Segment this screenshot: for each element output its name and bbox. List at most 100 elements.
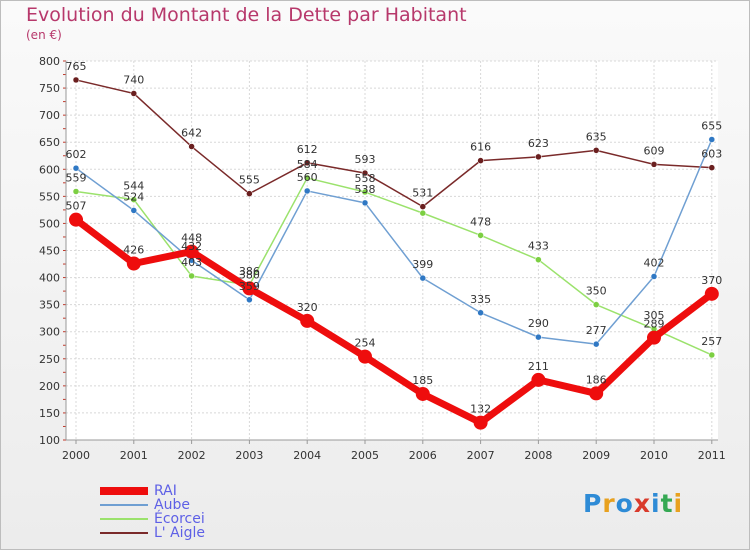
- data-label-rai: 370: [701, 274, 722, 287]
- data-label-aube: 432: [181, 240, 202, 253]
- data-label-l-aigle: 612: [297, 143, 318, 156]
- data-label-l-aigle: 642: [181, 127, 202, 140]
- legend-swatch-ecorcei: [100, 518, 148, 520]
- data-label-aube: 399: [412, 258, 433, 271]
- data-point-corcei: [361, 188, 369, 196]
- logo-letter: x: [633, 489, 651, 518]
- y-tick-label: 350: [39, 299, 60, 312]
- data-point-corcei: [592, 301, 600, 308]
- data-label-aube: 335: [470, 293, 491, 306]
- data-label-rai: 289: [644, 318, 665, 331]
- series-line-l-aigle: [75, 79, 713, 208]
- legend-label-l-aigle: L' Aigle: [154, 525, 205, 541]
- data-label-corcei: 433: [528, 240, 549, 253]
- data-point-corcei: [303, 174, 311, 182]
- data-point-l-aigle: [130, 90, 138, 97]
- data-point-rai: [358, 349, 372, 364]
- data-label-aube: 538: [355, 183, 376, 196]
- legend-label-ecorcei: Écorcei: [154, 511, 205, 527]
- logo-letter: i: [673, 489, 684, 518]
- data-label-l-aigle: 603: [701, 148, 722, 161]
- data-label-corcei: 403: [181, 256, 202, 269]
- series-line-rai: [72, 216, 716, 427]
- data-label-l-aigle: 555: [239, 174, 260, 187]
- data-label-rai: 185: [412, 374, 433, 387]
- data-point-aube: [246, 296, 253, 304]
- data-label-l-aigle: 623: [528, 137, 549, 150]
- data-point-aube: [303, 187, 311, 195]
- data-point-corcei: [188, 272, 195, 280]
- data-label-corcei: 559: [66, 171, 87, 184]
- data-label-corcei: 257: [701, 335, 722, 348]
- logo-letter: r: [602, 489, 616, 518]
- y-tick-label: 200: [39, 380, 60, 393]
- y-tick-label: 300: [39, 326, 60, 339]
- data-point-corcei: [477, 232, 484, 239]
- data-point-aube: [130, 207, 138, 214]
- y-tick-label: 800: [39, 55, 60, 68]
- y-tick-label: 150: [39, 407, 60, 420]
- data-point-l-aigle: [303, 159, 311, 167]
- data-label-rai: 132: [470, 403, 491, 416]
- data-point-rai: [126, 256, 141, 271]
- data-label-aube: 290: [528, 317, 549, 330]
- legend-swatch-l-aigle: [100, 532, 148, 534]
- data-point-l-aigle: [650, 161, 658, 168]
- data-point-corcei: [130, 196, 138, 203]
- x-tick-label: 2001: [120, 449, 148, 462]
- data-label-aube: 277: [586, 324, 607, 337]
- data-label-rai: 186: [586, 373, 607, 386]
- data-point-rai: [473, 415, 488, 430]
- data-label-rai: 380: [239, 268, 260, 281]
- data-point-l-aigle: [188, 143, 195, 150]
- logo-letter: o: [615, 489, 634, 518]
- data-label-corcei: 558: [355, 172, 376, 185]
- data-label-aube: 524: [123, 190, 144, 203]
- y-tick-label: 750: [39, 82, 60, 95]
- data-label-aube: 359: [239, 280, 260, 293]
- y-tick-label: 450: [39, 245, 60, 258]
- data-point-aube: [361, 199, 369, 207]
- x-tick-label: 2002: [178, 449, 206, 462]
- data-label-layer: 765 740 642 555 612 593 531 616 623 635 609 603 559 5…: [66, 60, 723, 416]
- chart-unit-label: (en €): [26, 28, 62, 42]
- y-tick-label: 650: [39, 136, 60, 149]
- data-label-aube: 560: [297, 171, 318, 184]
- series-line-corcei: [75, 177, 713, 356]
- data-label-rai: 426: [123, 243, 144, 256]
- data-point-aube: [650, 273, 658, 280]
- data-point-rai: [184, 244, 199, 259]
- data-label-rai: 211: [528, 360, 549, 373]
- data-label-corcei: 584: [297, 158, 318, 171]
- data-point-rai: [69, 212, 83, 227]
- data-label-l-aigle: 593: [355, 153, 376, 166]
- data-point-corcei: [708, 351, 716, 359]
- data-point-l-aigle: [361, 169, 369, 177]
- data-point-l-aigle: [592, 147, 600, 154]
- data-label-l-aigle: 616: [470, 141, 491, 154]
- y-tick-label: 700: [39, 109, 60, 122]
- data-label-rai: 448: [181, 232, 202, 245]
- data-label-aube: 402: [644, 256, 665, 269]
- axis-layer: 100 150 200 250 300 350 400 450 500 550 600 650 700 7…: [39, 55, 726, 462]
- data-point-rai: [647, 330, 661, 345]
- y-tick-label: 550: [39, 190, 60, 203]
- data-point-rai: [415, 386, 430, 401]
- x-tick-label: 2007: [467, 449, 495, 462]
- data-point-aube: [419, 274, 427, 282]
- data-point-l-aigle: [72, 76, 80, 84]
- x-tick-label: 2004: [293, 449, 321, 462]
- data-point-rai: [300, 313, 315, 328]
- logo-letter: i: [651, 489, 661, 518]
- y-tick-label: 250: [39, 353, 60, 366]
- data-point-l-aigle: [477, 157, 484, 164]
- x-tick-label: 2009: [582, 449, 610, 462]
- data-label-rai: 320: [297, 301, 318, 314]
- logo-letter: P: [583, 489, 603, 518]
- data-label-l-aigle: 765: [66, 60, 87, 73]
- legend-label-aube: Aube: [154, 497, 190, 513]
- data-label-l-aigle: 740: [123, 73, 144, 86]
- x-tick-label: 2010: [640, 449, 668, 462]
- y-tick-label: 600: [39, 163, 60, 176]
- data-point-aube: [535, 333, 542, 341]
